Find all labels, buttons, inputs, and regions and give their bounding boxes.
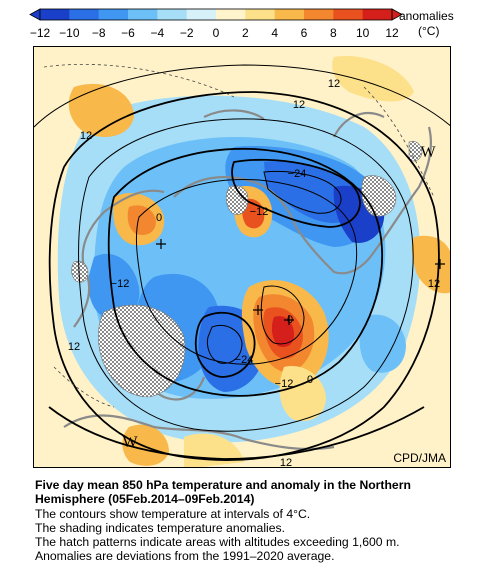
colorbar-swatch (157, 9, 188, 20)
colorbar-tick-label: 0 (213, 26, 220, 40)
colorbar-tick-labels: −12 −10 −8 −6 −4 −2 0 2 4 6 8 10 12 (30, 26, 399, 40)
anomaly-colorbar: −12 −10 −8 −6 −4 −2 0 2 4 6 8 10 12 anomalies (°C) (29, 8, 454, 40)
contour-label: −12 (275, 378, 294, 390)
colorbar-tick-label: 10 (356, 26, 370, 40)
contour-label: −12 (250, 206, 269, 218)
colorbar-border (39, 8, 393, 21)
colorbar-swatch (69, 9, 100, 20)
dashed-boundaries (43, 63, 435, 408)
colorbar-unit-label: anomalies (399, 9, 454, 23)
colorbar-tick-label: 8 (330, 26, 337, 40)
colorbar-tick-label: −2 (180, 26, 194, 40)
colorbar-swatch (333, 9, 364, 20)
contour-label: 0 (307, 374, 313, 386)
colorbar-tick-label: 2 (242, 26, 249, 40)
contour-label: 12 (68, 341, 80, 353)
colorbar-swatch (128, 9, 158, 20)
anomaly-shading (34, 47, 450, 467)
caption-line: The contours show temperature at interva… (35, 506, 311, 521)
colorbar-arrow-left (29, 8, 41, 21)
high-marker: W (122, 434, 138, 451)
contour-labels: 12 12 12 −24 −12 0 −12 12 0 −24 −12 0 12… (68, 78, 440, 468)
colorbar-tick-label: −12 (30, 26, 51, 40)
colorbar-tick-label: 12 (385, 26, 399, 40)
colorbar-swatch (245, 9, 276, 20)
caption-title-line-1: Five day mean 850 hPa temperature and an… (35, 478, 411, 492)
high-markers: W W W (122, 144, 436, 451)
colorbar-tick-label: −8 (92, 26, 106, 40)
temperature-contours (34, 64, 450, 461)
contour-label: 12 (428, 278, 440, 290)
colorbar-swatches (29, 8, 403, 21)
colorbar-tick-label: 4 (271, 26, 278, 40)
figure-caption: Five day mean 850 hPa temperature and an… (35, 478, 475, 564)
plus-markers (156, 239, 445, 325)
contour-label: −12 (111, 278, 130, 290)
caption-title-line-2: Hemisphere (05Feb.2014–09Feb.2014) (35, 492, 255, 507)
contour-label: 12 (328, 78, 340, 90)
contour-label: 12 (280, 457, 292, 468)
contour-label: 0 (156, 212, 162, 224)
colorbar-swatch (274, 9, 305, 20)
contour-label: −24 (235, 354, 254, 366)
colorbar-tick-label: −4 (150, 26, 164, 40)
contour-label: 12 (80, 130, 92, 142)
polar-stereographic-map: 12 12 12 −24 −12 0 −12 12 0 −24 −12 0 12… (34, 47, 450, 468)
colorbar-swatch (186, 9, 217, 20)
colorbar-tick-label: −10 (59, 26, 80, 40)
colorbar-swatch (304, 9, 334, 20)
caption-line: The hatch patterns indicate areas with a… (35, 535, 400, 550)
colorbar-tick-label: 6 (301, 26, 308, 40)
contour-label: 12 (293, 99, 305, 111)
caption-line: Anomalies are deviations from the 1991–2… (35, 549, 335, 564)
colorbar-unit-label-2: (°C) (418, 24, 439, 38)
colorbar-swatch (216, 9, 246, 20)
map-frame: 12 12 12 −24 −12 0 −12 12 0 −24 −12 0 12… (33, 46, 451, 468)
contour-label: −24 (288, 168, 307, 180)
colorbar-swatch (98, 9, 129, 20)
credit-label: CPD/JMA (393, 451, 446, 465)
caption-line: The shading indicates temperature anomal… (35, 520, 285, 535)
high-marker: W (420, 144, 436, 161)
colorbar-swatch (362, 9, 393, 20)
colorbar-tick-label: −6 (121, 26, 135, 40)
colorbar-swatch (40, 9, 70, 20)
